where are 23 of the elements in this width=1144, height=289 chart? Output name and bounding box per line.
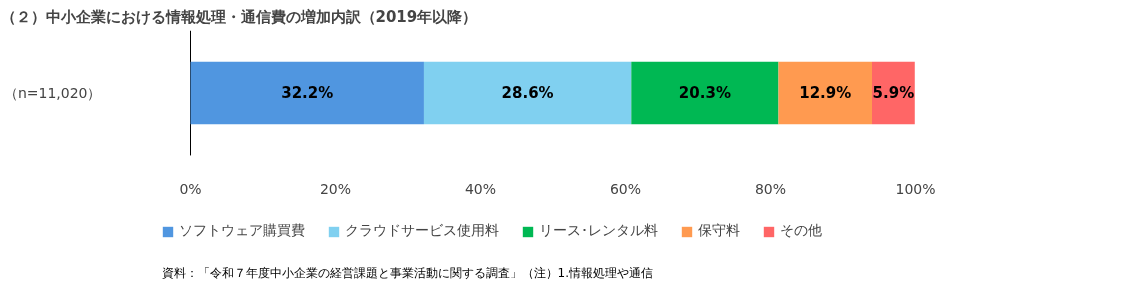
bar	[190, 61, 424, 125]
x-tick-label: 80%	[754, 181, 787, 198]
x-tick-label: 100%	[895, 181, 936, 198]
legend-label: 保守料	[698, 222, 740, 240]
bar	[423, 61, 632, 125]
x-tick-label: 60%	[609, 181, 642, 198]
x-tick-label: 0%	[179, 181, 202, 198]
x-tick-label: 20%	[319, 181, 352, 198]
data-label: 20.3%	[678, 83, 731, 102]
data-label: 32.2%	[281, 83, 334, 102]
data-label: 28.6%	[501, 83, 554, 102]
y-tick-label: （n=11,020）	[3, 84, 102, 101]
legend-label: クラウドサービス使用料	[345, 222, 499, 240]
text: 資料：「令和７年度中小企業の経営課題と事業活動に関する調査」（注）1.情報処理や通信	[161, 265, 653, 280]
legend-label: リース･レンタル料	[539, 222, 658, 240]
chart-title: （２）中小企業における情報処理・通信費の増加内訳（2019年以降）	[0, 7, 478, 26]
bar	[778, 61, 872, 125]
bar	[631, 61, 779, 125]
legend-label: その他	[780, 222, 822, 240]
data-label: 5.9%	[872, 83, 915, 102]
x-tick-label: 40%	[464, 181, 497, 198]
legend-label: ソフトウェア購買費	[179, 222, 305, 240]
data-label: 12.9%	[799, 83, 852, 102]
